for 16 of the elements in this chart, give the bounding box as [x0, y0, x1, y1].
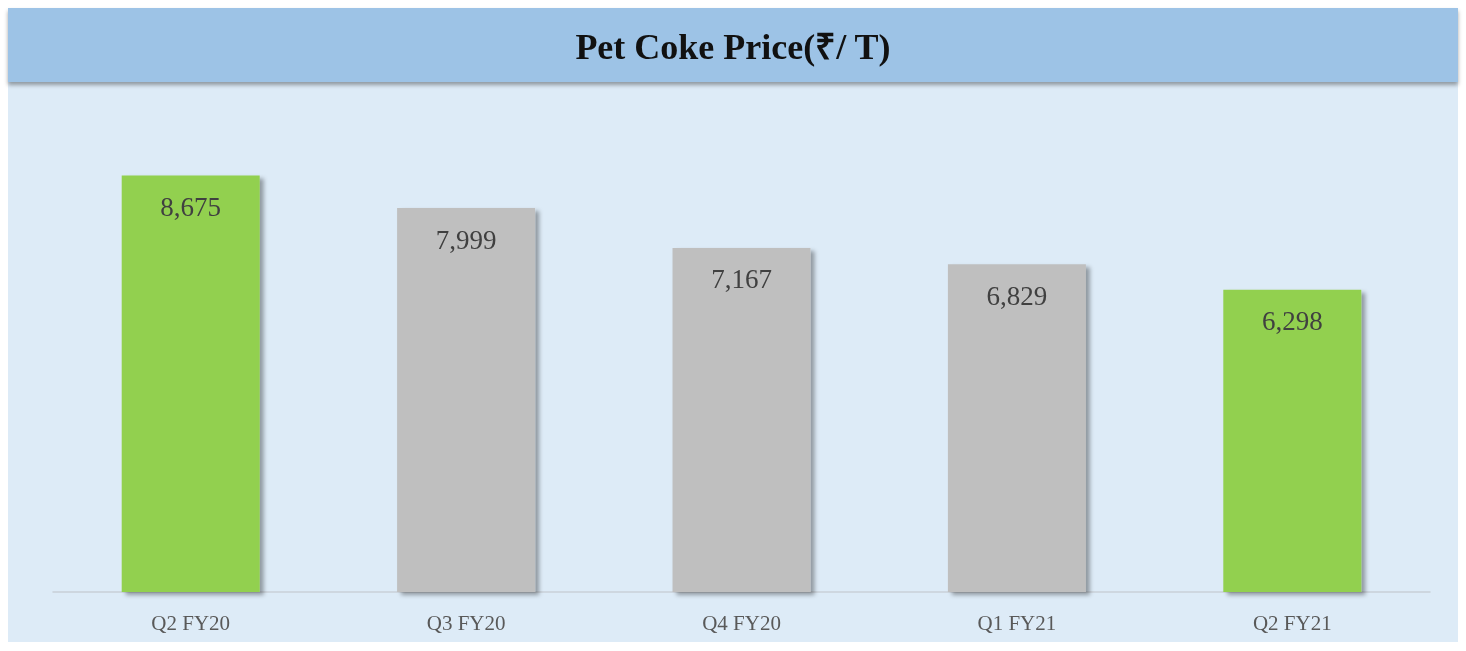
bar [947, 264, 1086, 592]
x-tick-label: Q2 FY20 [151, 610, 231, 635]
data-label: 6,298 [1261, 306, 1323, 337]
data-label: 7,999 [435, 224, 497, 255]
data-label: 7,167 [711, 264, 772, 295]
data-label: 6,829 [986, 280, 1048, 311]
data-label: 8,675 [160, 192, 222, 223]
bar [121, 175, 260, 592]
x-tick-label: Q2 FY21 [1252, 610, 1332, 635]
x-tick-label: Q4 FY20 [702, 610, 781, 635]
bar [1223, 289, 1362, 592]
bar [672, 247, 811, 592]
chart-title: Pet Coke Price(₹/ T) [8, 8, 1458, 82]
x-tick-label: Q1 FY21 [977, 610, 1057, 635]
x-tick-label: Q3 FY20 [426, 610, 506, 635]
bar [397, 208, 536, 592]
